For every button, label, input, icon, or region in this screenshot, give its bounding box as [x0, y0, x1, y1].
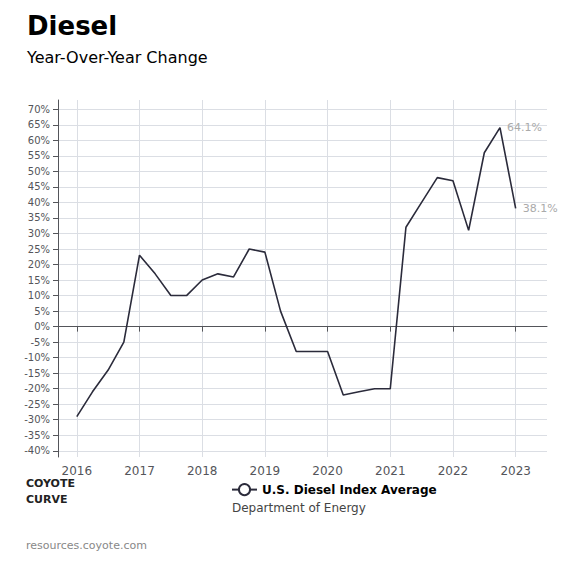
svg-text:10%: 10% [28, 290, 50, 301]
svg-text:2016: 2016 [62, 464, 93, 478]
svg-text:55%: 55% [28, 150, 50, 161]
svg-text:COYOTE: COYOTE [26, 477, 75, 490]
svg-text:Year-Over-Year Change: Year-Over-Year Change [26, 48, 208, 67]
svg-text:2018: 2018 [187, 464, 218, 478]
svg-text:CURVE: CURVE [26, 493, 68, 506]
svg-text:20%: 20% [28, 259, 50, 270]
svg-text:65%: 65% [28, 119, 50, 130]
svg-text:-15%: -15% [24, 368, 50, 379]
svg-text:45%: 45% [28, 181, 50, 192]
svg-text:-5%: -5% [31, 337, 50, 348]
svg-text:40%: 40% [28, 197, 50, 208]
svg-text:2019: 2019 [250, 464, 281, 478]
svg-text:30%: 30% [28, 228, 50, 239]
svg-text:-20%: -20% [24, 383, 50, 394]
svg-text:U.S. Diesel Index Average: U.S. Diesel Index Average [262, 483, 437, 497]
svg-text:2023: 2023 [500, 464, 531, 478]
svg-text:50%: 50% [28, 166, 50, 177]
svg-text:60%: 60% [28, 135, 50, 146]
svg-text:-35%: -35% [24, 430, 50, 441]
svg-text:2022: 2022 [438, 464, 469, 478]
svg-text:5%: 5% [34, 306, 50, 317]
svg-text:2020: 2020 [312, 464, 343, 478]
svg-text:25%: 25% [28, 244, 50, 255]
svg-text:64.1%: 64.1% [507, 121, 542, 134]
svg-text:-25%: -25% [24, 399, 50, 410]
svg-text:15%: 15% [28, 275, 50, 286]
svg-text:0%: 0% [34, 321, 50, 332]
svg-text:-30%: -30% [24, 414, 50, 425]
svg-text:35%: 35% [28, 212, 50, 223]
svg-text:Department of Energy: Department of Energy [232, 501, 366, 515]
svg-text:Diesel: Diesel [27, 11, 117, 41]
svg-text:2021: 2021 [375, 464, 406, 478]
svg-text:70%: 70% [28, 104, 50, 115]
svg-text:resources.coyote.com: resources.coyote.com [26, 539, 147, 552]
svg-text:-40%: -40% [24, 445, 50, 456]
svg-text:2017: 2017 [124, 464, 155, 478]
svg-text:38.1%: 38.1% [523, 202, 558, 215]
svg-text:-10%: -10% [24, 352, 50, 363]
